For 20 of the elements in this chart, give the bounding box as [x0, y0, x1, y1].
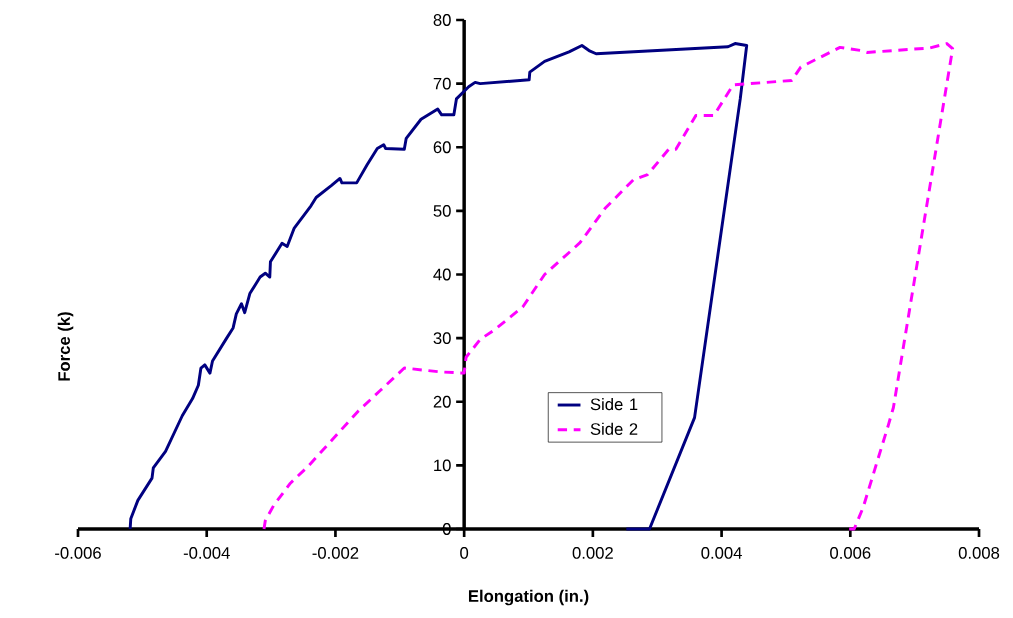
y-tick-label: 20	[433, 395, 451, 408]
y-tick-label: 30	[433, 332, 451, 345]
y-tick-label: 70	[433, 77, 451, 90]
x-axis-title: Elongation (in.)	[468, 589, 589, 606]
y-tick-label: 50	[433, 204, 451, 217]
y-axis-title: Force (k)	[57, 312, 74, 381]
y-tick-label: 10	[434, 459, 451, 472]
legend-label: Side 2	[590, 422, 638, 435]
x-tick-label: 0.004	[701, 547, 742, 559]
x-tick-label: -0.006	[55, 547, 101, 559]
x-tick-label: 0.002	[572, 547, 613, 559]
y-tick-label: 60	[433, 141, 451, 154]
x-tick-label: 0	[460, 547, 469, 559]
x-tick-label: 0.008	[958, 547, 1000, 559]
legend-label: Side 1	[590, 397, 638, 411]
x-tick-label: 0.006	[830, 547, 871, 559]
y-tick-label: 80	[433, 14, 451, 26]
y-tick-label: 40	[433, 268, 451, 281]
x-tick-label: -0.002	[312, 547, 359, 559]
x-tick-label: -0.004	[183, 547, 230, 559]
